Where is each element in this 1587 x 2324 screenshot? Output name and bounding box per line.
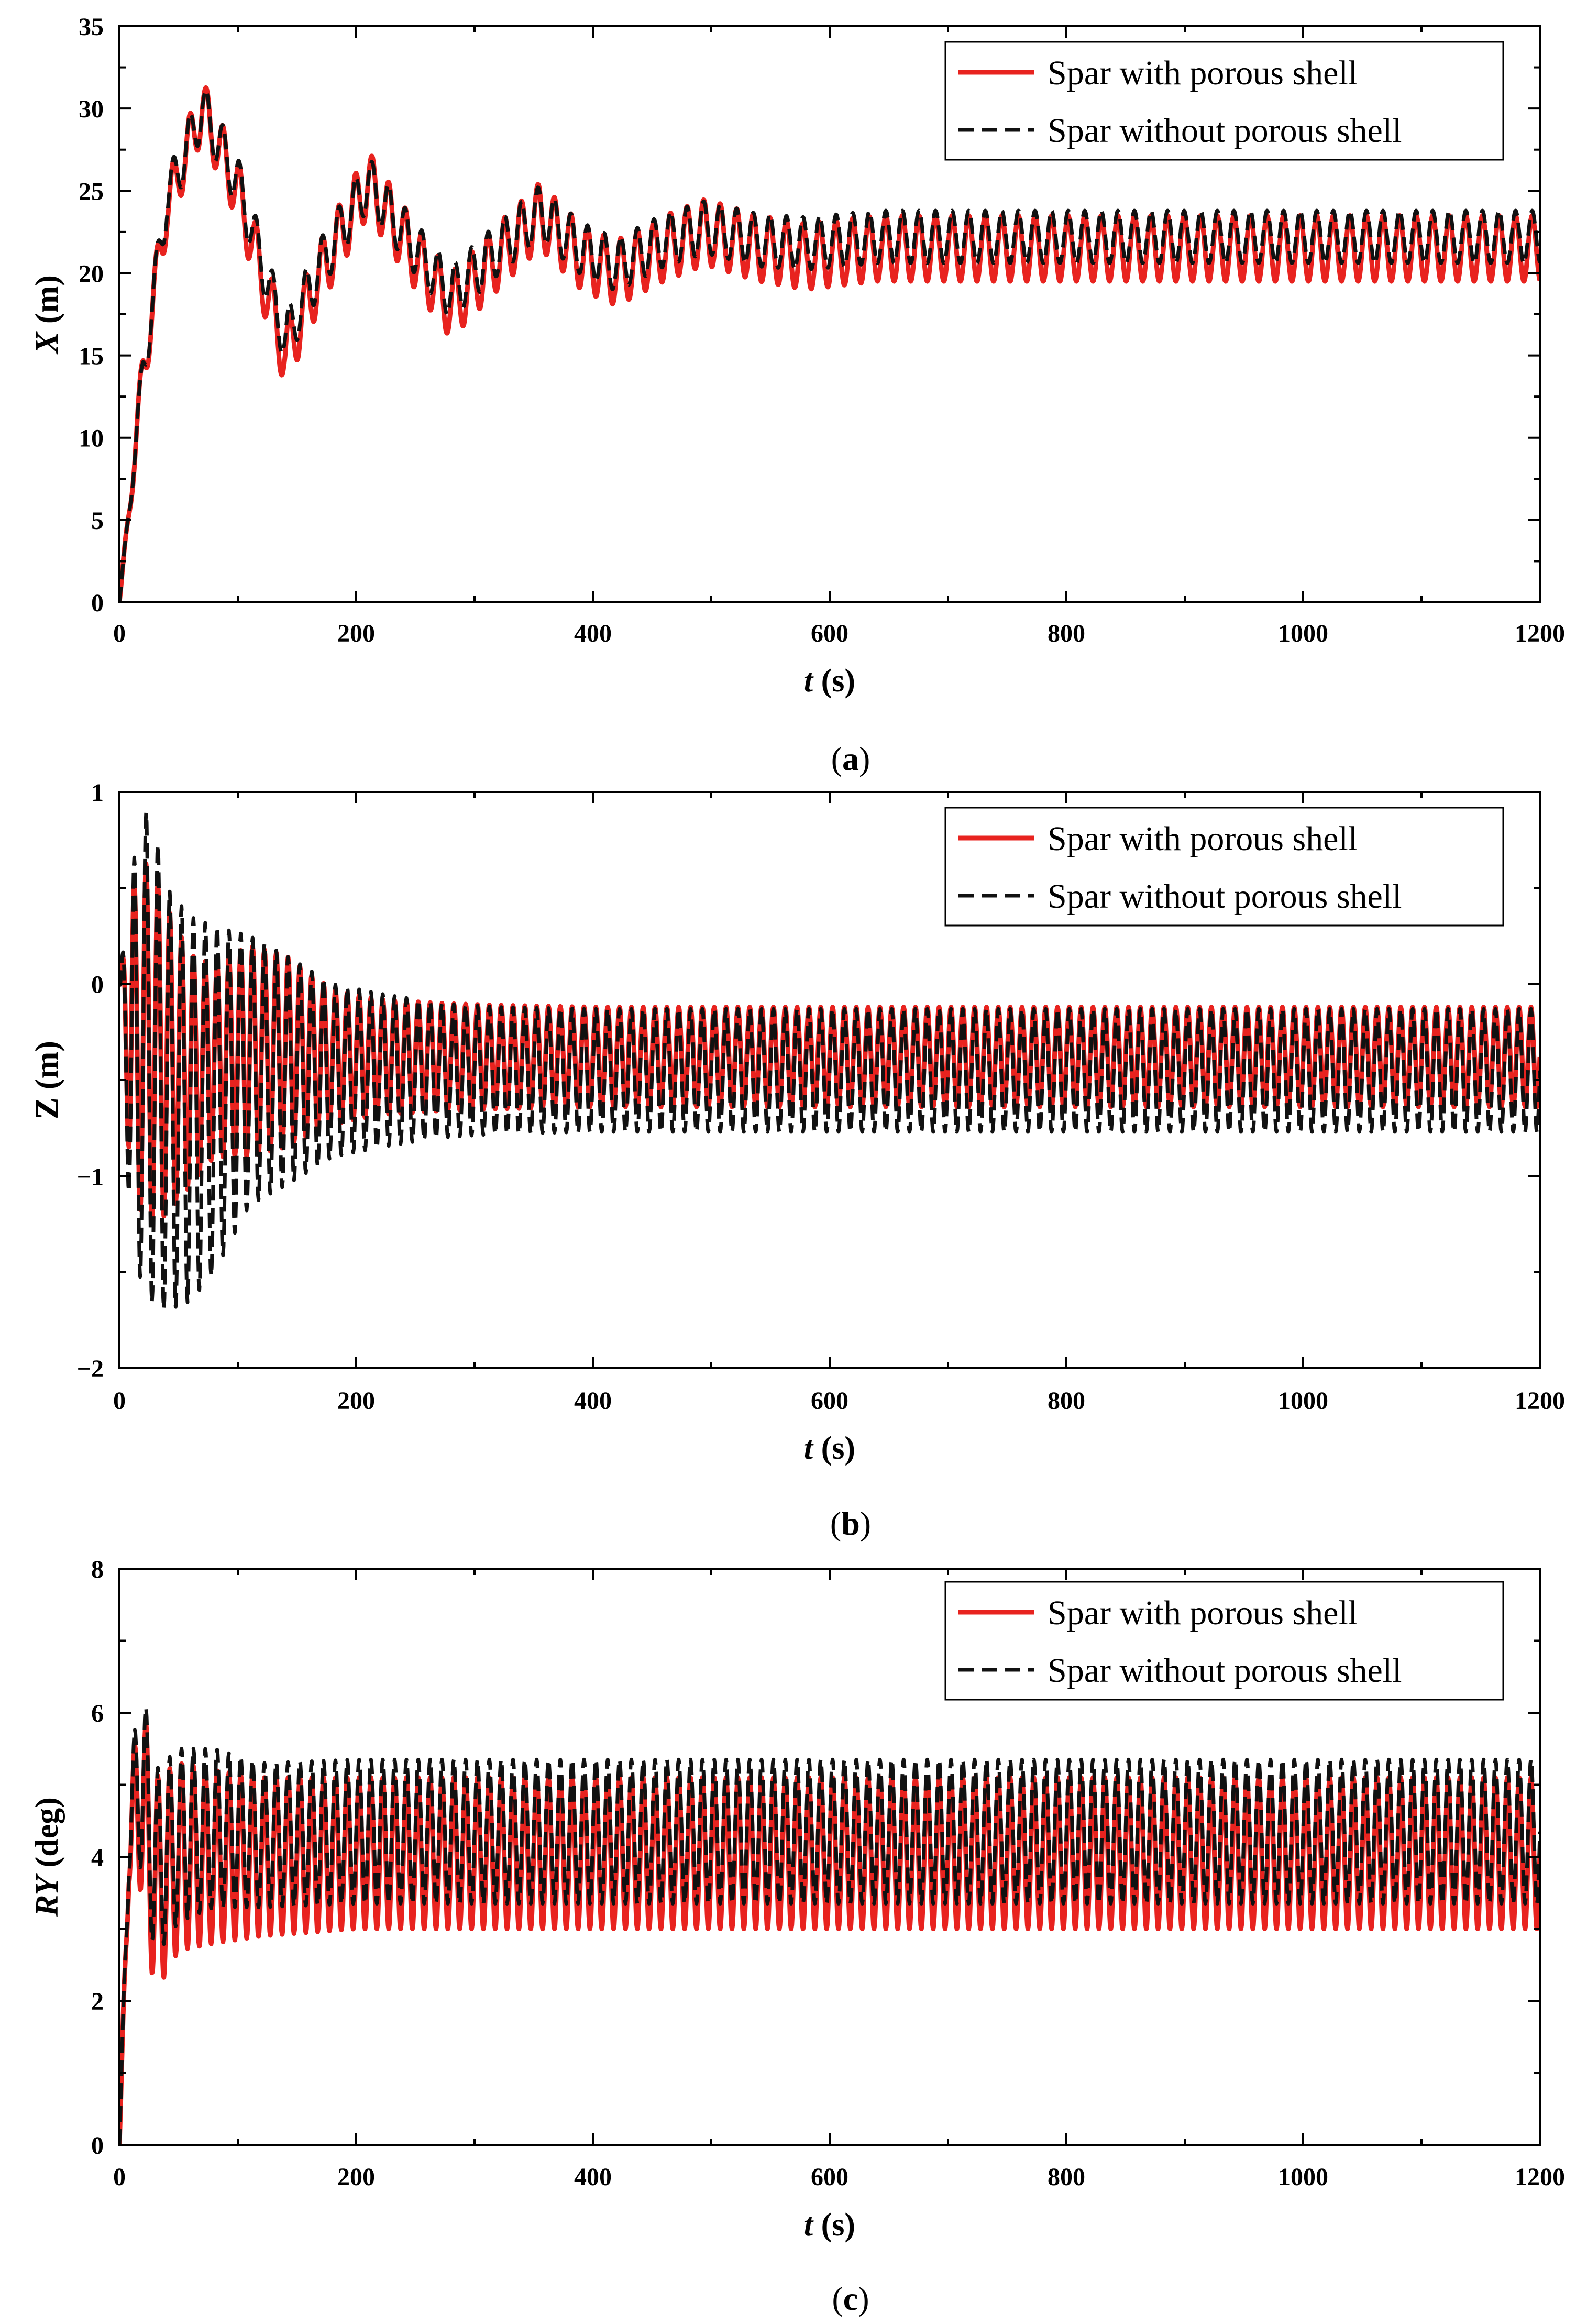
series-line-without-porous-shell <box>119 1706 1540 2145</box>
x-tick-label: 1000 <box>1278 620 1328 647</box>
y-tick-label: 0 <box>91 971 104 999</box>
y-tick-label: −1 <box>77 1163 104 1191</box>
series-line-with-porous-shell <box>119 85 1540 602</box>
panel-caption: (a) <box>831 740 870 777</box>
x-tick-label: 0 <box>113 2163 126 2191</box>
x-axis-label: t (s) <box>804 663 855 699</box>
x-tick-label: 0 <box>113 1387 126 1415</box>
legend-box <box>944 807 1504 927</box>
x-tick-label: 800 <box>1048 620 1085 647</box>
y-tick-label: 0 <box>91 589 104 617</box>
y-tick-label: 4 <box>91 1844 104 1871</box>
series-line-without-porous-shell <box>119 811 1540 1311</box>
y-tick-label: 0 <box>91 2132 104 2160</box>
x-tick-label: 200 <box>337 2163 375 2191</box>
x-tick-label: 1200 <box>1515 1387 1565 1415</box>
y-tick-label: 1 <box>91 779 104 807</box>
x-tick-label: 400 <box>574 1387 612 1415</box>
panel-b: 0 200 400 600 800 1000 1200 −2 −1 0 1 t (s) Z (m) Spa… <box>29 779 1565 1542</box>
x-tick-label: 600 <box>811 620 848 647</box>
x-tick-label: 1200 <box>1515 2163 1565 2191</box>
panel-a: 0 200 400 600 800 1000 1200 0 5 10 15 20 25 30 35 t (s)… <box>29 13 1565 777</box>
legend: Spar with porous shell Spar without porou… <box>944 41 1504 161</box>
legend-label: Spar with porous shell <box>1048 820 1358 858</box>
y-tick-label: 5 <box>91 507 104 535</box>
legend-box <box>944 41 1504 161</box>
x-tick-label: 400 <box>574 2163 612 2191</box>
x-tick-label: 800 <box>1048 1387 1085 1415</box>
y-tick-label: −2 <box>77 1355 104 1383</box>
y-tick-label: 20 <box>79 260 104 288</box>
legend-box <box>944 1581 1504 1701</box>
x-tick-label: 1000 <box>1278 1387 1328 1415</box>
x-tick-label: 0 <box>113 620 126 647</box>
legend-label: Spar with porous shell <box>1048 1594 1358 1632</box>
series-line-without-porous-shell <box>119 88 1540 602</box>
legend-label: Spar without porous shell <box>1048 1651 1402 1690</box>
panel-caption: (b) <box>830 1505 871 1542</box>
x-tick-label: 600 <box>811 1387 848 1415</box>
y-tick-label: 2 <box>91 1988 104 2015</box>
x-tick-label: 1000 <box>1278 2163 1328 2191</box>
y-axis-label: RY (deg) <box>29 1797 65 1917</box>
y-tick-label: 35 <box>79 13 104 41</box>
x-tick-label: 600 <box>811 2163 848 2191</box>
y-tick-label: 30 <box>79 95 104 123</box>
x-tick-label: 200 <box>337 1387 375 1415</box>
y-axis-label: X (m) <box>29 275 65 355</box>
x-axis-label: t (s) <box>804 2207 855 2243</box>
y-tick-label: 10 <box>79 425 104 453</box>
legend: Spar with porous shell Spar without porou… <box>944 1581 1504 1701</box>
x-tick-label: 1200 <box>1515 620 1565 647</box>
panel-c: 0 200 400 600 800 1000 1200 0 2 4 6 8 t (s) RY (deg) S… <box>29 1556 1565 2317</box>
y-tick-label: 8 <box>91 1556 104 1583</box>
x-tick-label: 800 <box>1048 2163 1085 2191</box>
legend: Spar with porous shell Spar without porou… <box>944 807 1504 927</box>
y-tick-label: 15 <box>79 343 104 370</box>
legend-label: Spar without porous shell <box>1048 877 1402 916</box>
y-axis-label: Z (m) <box>29 1041 65 1119</box>
legend-label: Spar with porous shell <box>1048 54 1358 92</box>
x-tick-label: 400 <box>574 620 612 647</box>
y-tick-label: 25 <box>79 178 104 205</box>
x-tick-label: 200 <box>337 620 375 647</box>
x-axis-label: t (s) <box>804 1430 855 1466</box>
y-tick-label: 6 <box>91 1700 104 1727</box>
panel-caption: (c) <box>832 2280 869 2317</box>
legend-label: Spar without porous shell <box>1048 112 1402 150</box>
